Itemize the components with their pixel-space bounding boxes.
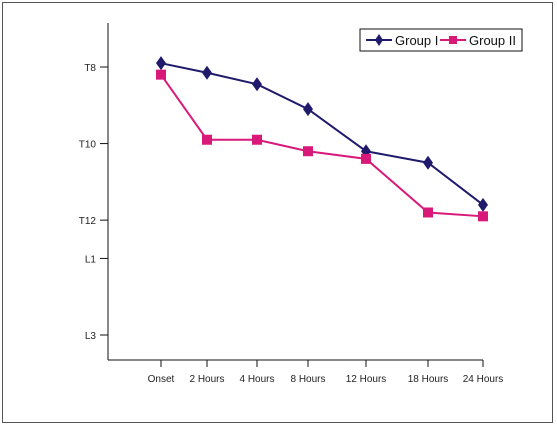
x-tick-label: 12 Hours — [346, 374, 387, 385]
chart-frame: T8 T10 T12 L1 L3 Onset 2 Hours 4 Hours 8 Hours 1… — [2, 2, 553, 423]
line-chart: T8 T10 T12 L1 L3 Onset 2 Hours 4 Hours 8 Hours 1… — [79, 23, 523, 385]
x-tick-label: 24 Hours — [463, 374, 504, 385]
legend-label-group-ii: Group II — [469, 33, 516, 48]
series-line-group-1 — [160, 62, 484, 206]
x-tick-label: 4 Hours — [239, 374, 274, 385]
legend-label-group-i: Group I — [395, 33, 438, 48]
data-point-square — [361, 153, 371, 164]
series — [156, 56, 488, 222]
data-point-diamond — [303, 102, 313, 117]
legend-entry-group-i: Group I — [366, 33, 438, 48]
y-tick-label: T10 — [79, 140, 97, 151]
x-tick-label: Onset — [148, 374, 175, 385]
data-point-square — [252, 134, 262, 145]
data-point-diamond — [156, 56, 166, 71]
legend-entry-group-ii: Group II — [440, 33, 516, 48]
legend: Group I Group II — [359, 28, 523, 52]
axes — [107, 23, 483, 361]
series-line-group-2 — [160, 74, 484, 218]
y-ticks: T8 T10 T12 L1 L3 — [79, 63, 108, 342]
data-point-square — [423, 207, 433, 218]
data-point-diamond — [478, 197, 488, 212]
data-point-square — [303, 146, 313, 157]
y-tick-label: T8 — [84, 63, 96, 74]
data-point-diamond — [423, 155, 433, 170]
legend-marker-group-i — [375, 34, 383, 46]
x-tick-label: 2 Hours — [189, 374, 224, 385]
data-point-square — [478, 211, 488, 222]
y-tick-label: L1 — [85, 254, 97, 265]
data-point-diamond — [202, 65, 212, 80]
data-point-diamond — [252, 77, 262, 92]
data-point-square — [202, 134, 212, 145]
y-tick-label: L3 — [85, 331, 97, 342]
x-ticks: Onset 2 Hours 4 Hours 8 Hours 12 Hours 18 Hou… — [148, 360, 504, 385]
legend-marker-group-ii — [449, 36, 457, 44]
data-point-square — [156, 69, 166, 80]
y-tick-label: T12 — [79, 216, 97, 227]
x-tick-label: 8 Hours — [290, 374, 325, 385]
x-tick-label: 18 Hours — [408, 374, 449, 385]
